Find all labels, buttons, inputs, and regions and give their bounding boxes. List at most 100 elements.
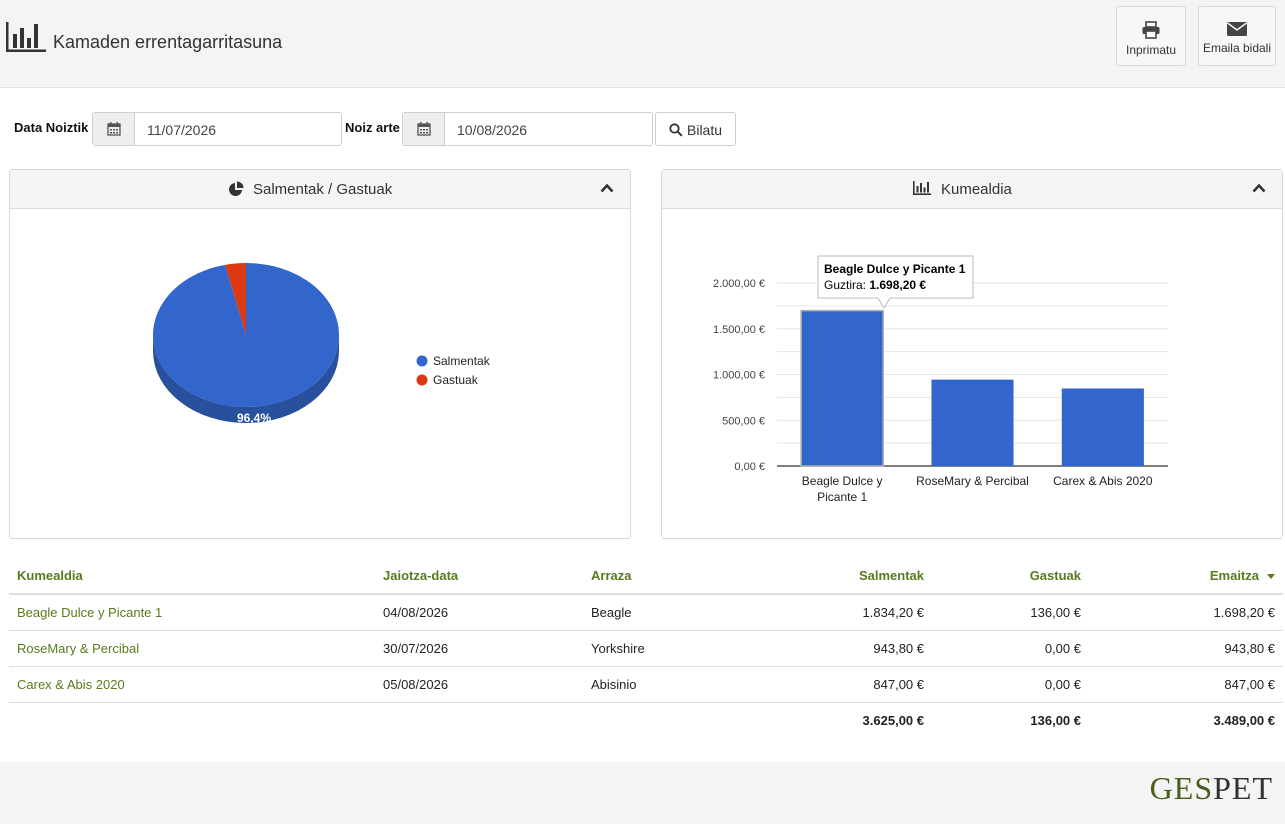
chevron-up-icon[interactable] bbox=[1252, 183, 1266, 193]
bar-chart-icon bbox=[6, 22, 46, 52]
table-cell: Yorkshire bbox=[583, 630, 773, 667]
page-title: Kamaden errentagarritasuna bbox=[53, 32, 283, 52]
y-tick-label: 500,00 € bbox=[722, 415, 765, 427]
y-tick-label: 1.000,00 € bbox=[713, 370, 765, 382]
pie-slice-label: 96,4% bbox=[237, 411, 271, 425]
tooltip-value: 1.698,20 € bbox=[869, 278, 926, 292]
x-tick-label: Beagle Dulce y bbox=[802, 474, 883, 488]
print-label: Inprimatu bbox=[1125, 43, 1177, 57]
litter-panel: Kumealdia 0,00 € 500,00 € 1.000,00 € 1.500,… bbox=[661, 169, 1283, 539]
legend-label: Salmentak bbox=[433, 354, 491, 368]
table-row: RoseMary & Percibal 30/07/2026 Yorkshire… bbox=[9, 630, 1283, 667]
table-row: Carex & Abis 2020 05/08/2026 Abisinio 84… bbox=[9, 666, 1283, 703]
panel-header: Salmentak / Gastuak bbox=[10, 170, 630, 209]
printer-icon bbox=[1142, 21, 1160, 39]
from-date-field[interactable]: 11/07/2026 bbox=[92, 112, 342, 146]
print-button[interactable]: Inprimatu bbox=[1116, 6, 1186, 66]
column-header[interactable]: Kumealdia bbox=[9, 558, 375, 595]
date-filter-bar: Data Noiztik 11/07/2026 Noiz arte 10/08/… bbox=[0, 112, 1285, 146]
pie-chart-icon bbox=[229, 181, 244, 196]
litter-link[interactable]: RoseMary & Percibal bbox=[9, 630, 375, 667]
y-tick-label: 0,00 € bbox=[734, 461, 765, 473]
y-tick-label: 2.000,00 € bbox=[713, 278, 765, 290]
column-header[interactable]: Jaiotza-data bbox=[375, 558, 583, 595]
panel-header: Kumealdia bbox=[662, 170, 1282, 209]
total-expenses: 136,00 € bbox=[1030, 712, 1081, 728]
to-calendar-button[interactable] bbox=[403, 113, 445, 145]
email-label: Emaila bidali bbox=[1202, 41, 1272, 55]
table-cell: 943,80 € bbox=[1089, 630, 1283, 667]
from-date-value: 11/07/2026 bbox=[147, 122, 217, 138]
litter-link[interactable]: Carex & Abis 2020 bbox=[9, 666, 375, 703]
tooltip-body: Guztira: 1.698,20 € bbox=[824, 278, 926, 292]
to-date-label: Noiz arte bbox=[345, 120, 400, 135]
column-header-label: Emaitza bbox=[1209, 568, 1259, 583]
to-date-value: 10/08/2026 bbox=[457, 122, 528, 138]
column-header[interactable]: Gastuak bbox=[932, 558, 1089, 595]
search-button[interactable]: Bilatu bbox=[655, 112, 736, 146]
from-calendar-button[interactable] bbox=[93, 113, 135, 145]
table-cell: 1.834,20 € bbox=[773, 594, 932, 631]
table-cell: 1.698,20 € bbox=[1089, 594, 1283, 631]
table-cell bbox=[375, 702, 583, 738]
table-cell: 943,80 € bbox=[773, 630, 932, 667]
search-label: Bilatu bbox=[687, 122, 723, 138]
table-totals-row: 3.625,00 € 136,00 € 3.489,00 € bbox=[9, 702, 1283, 738]
panel-title: Kumealdia bbox=[941, 181, 1012, 198]
sales-expenses-panel: Salmentak / Gastuak 96,4% Salmentak Gast… bbox=[9, 169, 631, 539]
pie-chart: 96,4% Salmentak Gastuak bbox=[153, 263, 491, 425]
tooltip-title: Beagle Dulce y Picante 1 bbox=[824, 262, 966, 276]
table-cell: 0,00 € bbox=[932, 630, 1089, 667]
column-header[interactable]: Arraza bbox=[583, 558, 773, 595]
email-button[interactable]: Emaila bidali bbox=[1198, 6, 1276, 66]
pie-legend: Salmentak Gastuak bbox=[416, 354, 491, 387]
table-cell: 136,00 € bbox=[932, 594, 1089, 631]
table-header-row: Kumealdia Jaiotza-data Arraza Salmentak … bbox=[9, 558, 1283, 595]
chevron-up-icon[interactable] bbox=[600, 183, 614, 193]
litters-table: Kumealdia Jaiotza-data Arraza Salmentak … bbox=[9, 558, 1283, 738]
page-header: Kamaden errentagarritasuna Inprimatu Ema… bbox=[0, 0, 1285, 88]
bar[interactable] bbox=[1061, 388, 1144, 466]
bar-chart-icon bbox=[913, 181, 931, 195]
column-header-sorted[interactable]: Emaitza bbox=[1089, 558, 1283, 595]
calendar-icon bbox=[107, 122, 121, 136]
bar[interactable] bbox=[931, 379, 1014, 466]
legend-swatch bbox=[416, 355, 428, 367]
bar-chart: 0,00 € 500,00 € 1.000,00 € 1.500,00 € 2.000,… bbox=[713, 255, 1168, 504]
bar-tooltip: Beagle Dulce y Picante 1 Guztira: 1.698,… bbox=[817, 255, 974, 309]
table-cell: 847,00 € bbox=[773, 666, 932, 703]
total-result: 3.489,00 € bbox=[1213, 712, 1275, 728]
column-header[interactable]: Salmentak bbox=[773, 558, 932, 595]
pie-side bbox=[153, 335, 339, 423]
tooltip-key: Guztira: bbox=[824, 278, 866, 292]
table-cell: 0,00 € bbox=[932, 666, 1089, 703]
y-tick-label: 1.500,00 € bbox=[713, 324, 765, 336]
sort-desc-icon bbox=[1267, 574, 1275, 580]
table-row: Beagle Dulce y Picante 1 04/08/2026 Beag… bbox=[9, 594, 1283, 631]
gespet-logo: GESPET bbox=[1149, 770, 1273, 806]
pie-slice-gastuak[interactable] bbox=[225, 263, 246, 335]
search-icon bbox=[669, 123, 683, 137]
table-cell: 04/08/2026 bbox=[375, 594, 583, 631]
table-cell: 847,00 € bbox=[1089, 666, 1283, 703]
table-cell: 30/07/2026 bbox=[375, 630, 583, 667]
table-cell bbox=[9, 702, 375, 738]
legend-swatch bbox=[416, 374, 428, 386]
table-cell: 05/08/2026 bbox=[375, 666, 583, 703]
from-date-label: Data Noiztik bbox=[14, 120, 89, 135]
total-sales: 3.625,00 € bbox=[862, 712, 924, 728]
x-tick-label: RoseMary & Percibal bbox=[916, 474, 1029, 488]
table-cell: Abisinio bbox=[583, 666, 773, 703]
legend-label: Gastuak bbox=[433, 373, 479, 387]
x-tick-label: Carex & Abis 2020 bbox=[1053, 474, 1153, 488]
x-tick-label: Picante 1 bbox=[817, 490, 867, 504]
table-cell bbox=[583, 702, 773, 738]
table-cell: Beagle bbox=[583, 594, 773, 631]
litter-link[interactable]: Beagle Dulce y Picante 1 bbox=[9, 594, 375, 631]
bar[interactable] bbox=[800, 309, 884, 467]
to-date-field[interactable]: 10/08/2026 bbox=[402, 112, 653, 146]
page-footer: GESPET bbox=[0, 762, 1285, 824]
calendar-icon bbox=[417, 122, 431, 136]
envelope-icon bbox=[1227, 22, 1247, 36]
panel-title: Salmentak / Gastuak bbox=[253, 181, 393, 198]
